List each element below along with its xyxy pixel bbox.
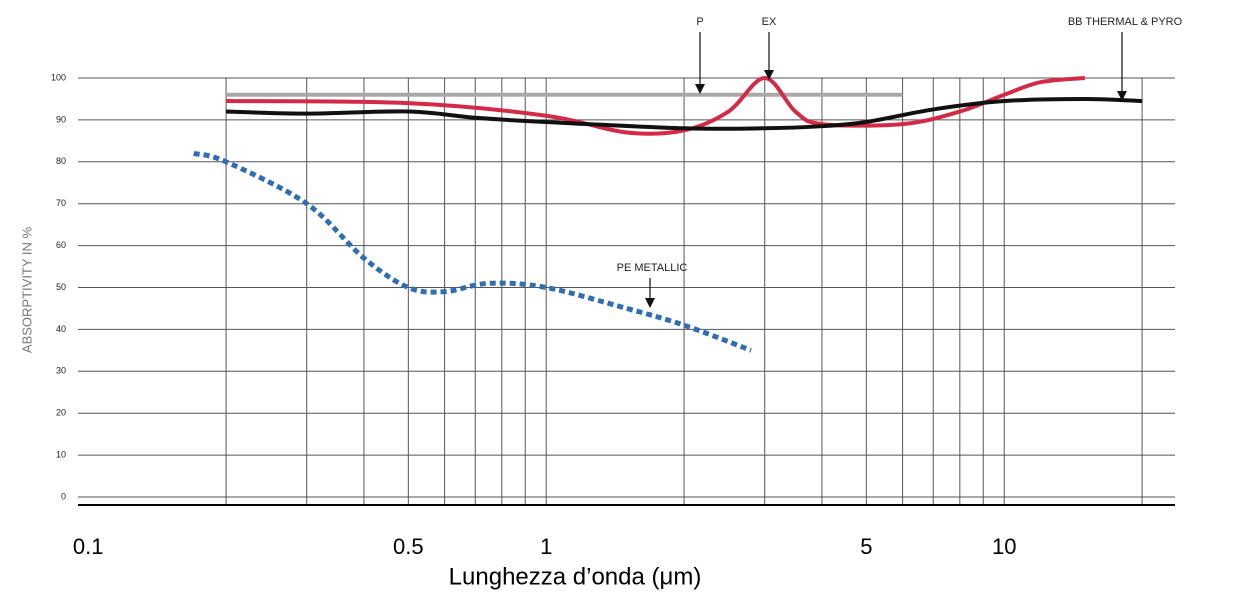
y-tick-label: 70 — [56, 198, 66, 208]
y-tick-label: 50 — [56, 282, 66, 292]
y-tick-label: 100 — [51, 72, 66, 82]
annotation-arrowhead — [1117, 91, 1127, 101]
annotation-label: PE METALLIC — [617, 262, 688, 274]
x-tick-label: 10 — [992, 534, 1016, 559]
y-tick-label: 80 — [56, 156, 66, 166]
y-axis-label: ABSORPTIVITY IN % — [19, 226, 34, 353]
x-tick-label: 5 — [860, 534, 872, 559]
series-line — [226, 96, 1143, 131]
annotation-arrowhead — [764, 70, 774, 80]
annotation-arrowhead — [645, 298, 655, 308]
y-tick-label: 20 — [56, 408, 66, 418]
y-tick-label: 30 — [56, 366, 66, 376]
y-tick-label: 60 — [56, 240, 66, 250]
series-line — [193, 150, 752, 353]
y-tick-label: 90 — [56, 114, 66, 124]
y-tick-label: 10 — [56, 449, 66, 459]
y-tick-label: 0 — [61, 491, 66, 501]
x-tick-label: 0.5 — [393, 534, 424, 559]
annotation-label: EX — [762, 16, 777, 28]
x-axis-label: Lunghezza d’onda (μm) — [449, 563, 702, 590]
x-tick-label: 0.1 — [73, 534, 104, 559]
y-tick-label: 40 — [56, 324, 66, 334]
annotation-arrowhead — [695, 84, 705, 94]
annotation-label: BB THERMAL & PYRO — [1068, 16, 1183, 28]
x-tick-label: 1 — [540, 534, 552, 559]
annotation-label: P — [696, 16, 703, 28]
